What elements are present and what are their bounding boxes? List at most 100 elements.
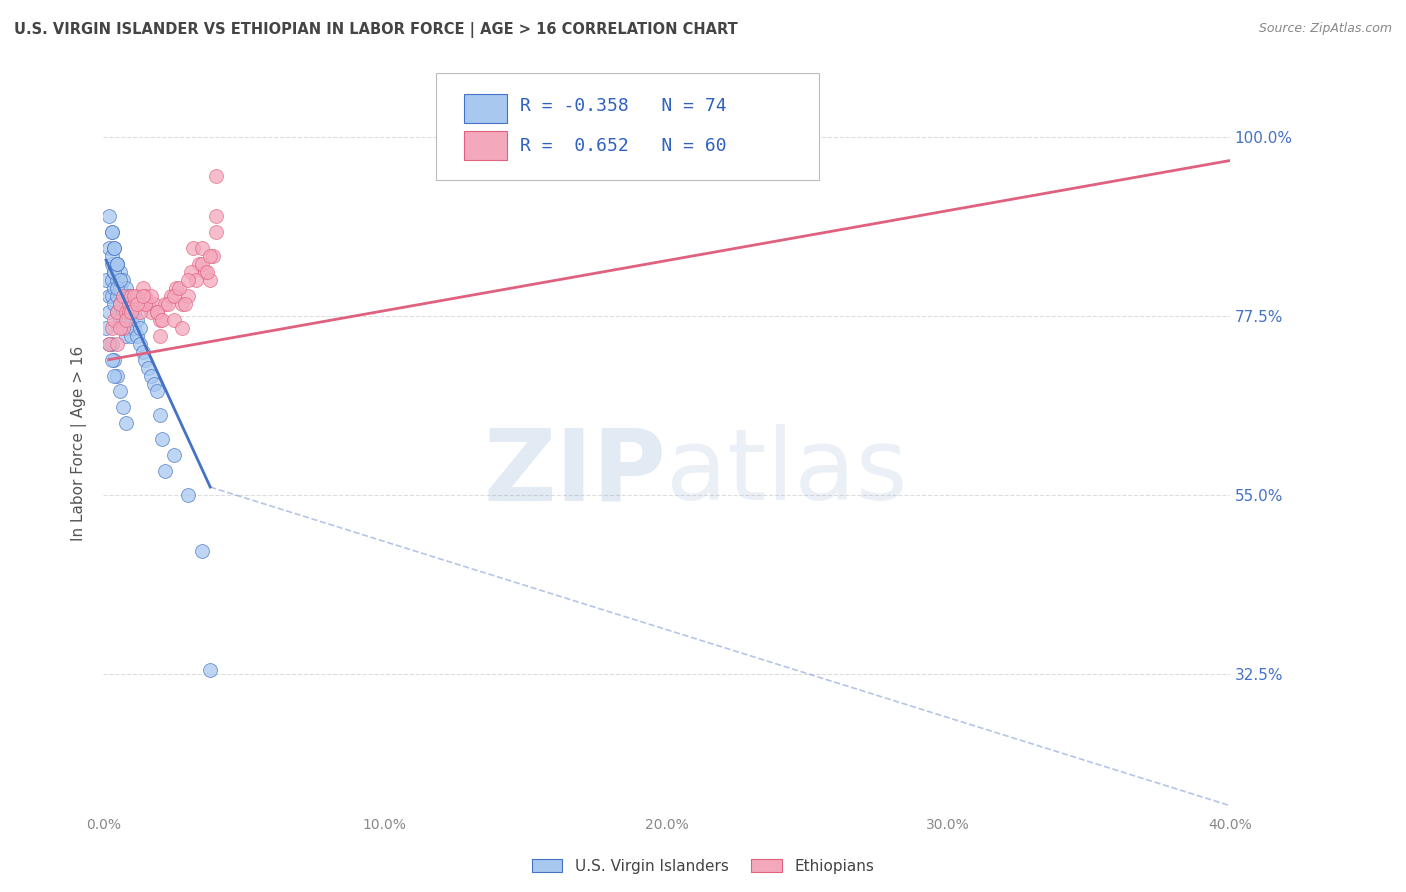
Point: [165, 281, 187, 295]
Y-axis label: In Labor Force | Age > 16: In Labor Force | Age > 16: [72, 345, 87, 541]
Point: [176, 289, 198, 303]
Bar: [464, 95, 506, 122]
Point: [173, 297, 195, 311]
Point: [111, 289, 134, 303]
Text: R =  0.652   N = 60: R = 0.652 N = 60: [520, 136, 727, 154]
Point: [100, 225, 122, 239]
Point: [100, 273, 122, 287]
Point: [100, 257, 122, 271]
Point: [142, 297, 165, 311]
Point: [125, 297, 148, 311]
Point: [103, 265, 125, 279]
Point: [180, 265, 202, 279]
Legend: U.S. Virgin Islanders, Ethiopians: U.S. Virgin Islanders, Ethiopians: [526, 853, 880, 880]
Point: [114, 417, 136, 431]
Point: [134, 352, 156, 367]
Point: [128, 336, 150, 351]
Point: [202, 249, 225, 263]
Point: [108, 265, 131, 279]
Point: [103, 297, 125, 311]
Point: [111, 289, 134, 303]
Point: [114, 328, 136, 343]
Point: [111, 305, 134, 319]
Point: [153, 297, 176, 311]
Point: [139, 289, 162, 303]
Text: U.S. VIRGIN ISLANDER VS ETHIOPIAN IN LABOR FORCE | AGE > 16 CORRELATION CHART: U.S. VIRGIN ISLANDER VS ETHIOPIAN IN LAB…: [14, 22, 738, 38]
Point: [128, 320, 150, 334]
Point: [111, 320, 134, 334]
Point: [108, 384, 131, 399]
Point: [103, 352, 125, 367]
Point: [105, 368, 128, 383]
Point: [176, 273, 198, 287]
Point: [111, 273, 134, 287]
Point: [117, 305, 139, 319]
Point: [148, 328, 170, 343]
Point: [136, 360, 159, 375]
Point: [136, 297, 159, 311]
Point: [105, 257, 128, 271]
Point: [186, 273, 208, 287]
Point: [200, 663, 222, 677]
Point: [100, 336, 122, 351]
Point: [103, 241, 125, 255]
Point: [100, 289, 122, 303]
Point: [100, 352, 122, 367]
Point: [105, 257, 128, 271]
Point: [108, 281, 131, 295]
Point: [191, 241, 214, 255]
Point: [183, 241, 205, 255]
Point: [134, 289, 156, 303]
Point: [148, 409, 170, 423]
Point: [114, 305, 136, 319]
Point: [120, 305, 142, 319]
Point: [105, 336, 128, 351]
Point: [156, 297, 179, 311]
Point: [139, 368, 162, 383]
Point: [105, 289, 128, 303]
Point: [100, 249, 122, 263]
Point: [103, 368, 125, 383]
Point: [205, 225, 228, 239]
Point: [128, 305, 150, 319]
Point: [100, 320, 122, 334]
Point: [122, 305, 145, 319]
Point: [97, 241, 120, 255]
Point: [114, 313, 136, 327]
Point: [105, 257, 128, 271]
Point: [125, 328, 148, 343]
Point: [167, 281, 190, 295]
Text: atlas: atlas: [666, 425, 908, 522]
Point: [170, 297, 193, 311]
Point: [108, 297, 131, 311]
Point: [150, 313, 173, 327]
Point: [153, 464, 176, 478]
Point: [150, 432, 173, 446]
Point: [114, 297, 136, 311]
Point: [105, 273, 128, 287]
Point: [108, 273, 131, 287]
Point: [125, 289, 148, 303]
Point: [131, 289, 153, 303]
Point: [103, 265, 125, 279]
Point: [145, 305, 167, 319]
Point: [103, 281, 125, 295]
Point: [97, 336, 120, 351]
Point: [120, 328, 142, 343]
Point: [117, 320, 139, 334]
Point: [120, 313, 142, 327]
Point: [111, 401, 134, 415]
Point: [111, 313, 134, 327]
Text: ZIP: ZIP: [484, 425, 666, 522]
Point: [134, 297, 156, 311]
Point: [108, 297, 131, 311]
Point: [191, 543, 214, 558]
Text: Source: ZipAtlas.com: Source: ZipAtlas.com: [1258, 22, 1392, 36]
Point: [162, 313, 184, 327]
Point: [120, 289, 142, 303]
Point: [170, 320, 193, 334]
Point: [162, 289, 184, 303]
Bar: [464, 131, 506, 160]
Point: [142, 376, 165, 391]
Point: [94, 273, 117, 287]
